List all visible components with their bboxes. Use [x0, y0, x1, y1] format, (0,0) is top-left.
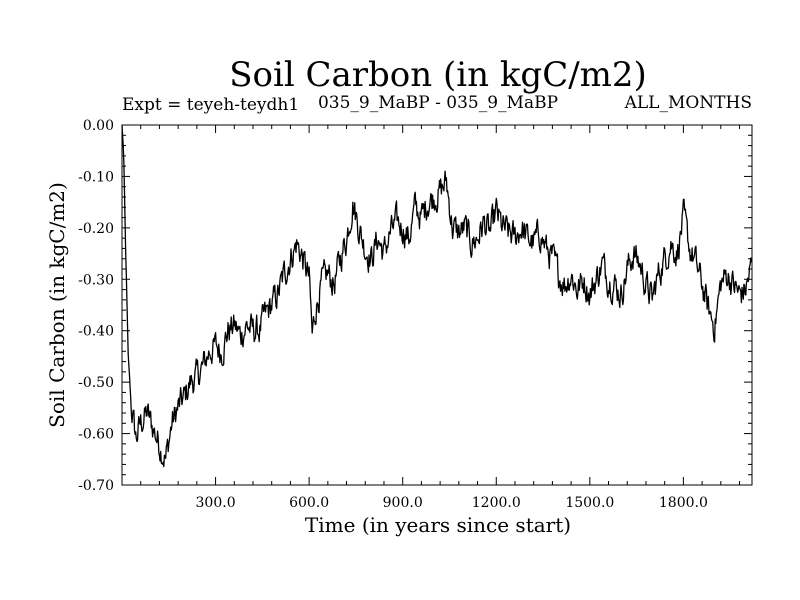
y-tick-label: -0.20	[78, 221, 114, 237]
x-tick-label: 300.0	[196, 495, 236, 511]
y-tick-label: -0.50	[78, 375, 114, 391]
y-tick-label: -0.70	[78, 478, 114, 494]
x-axis-label: Time (in years since start)	[305, 513, 571, 537]
y-tick-label: -0.30	[78, 272, 114, 288]
x-tick-label: 600.0	[289, 495, 329, 511]
period-label: 035_9_MaBP - 035_9_MaBP	[318, 93, 558, 113]
x-tick-label: 1500.0	[565, 495, 614, 511]
x-tick-label: 900.0	[383, 495, 423, 511]
soil-carbon-line	[121, 124, 753, 468]
x-tick-label: 1200.0	[472, 495, 521, 511]
chart-title: Soil Carbon (in kgC/m2)	[229, 55, 647, 95]
plot-frame	[121, 124, 753, 486]
x-axis: 300.0 600.0 900.0 1200.0 1500.0 1800.0	[140, 125, 741, 511]
months-label: ALL_MONTHS	[624, 93, 752, 113]
y-axis-label: Soil Carbon (in kgC/m2)	[45, 182, 69, 428]
experiment-label: Expt = teyeh-teydh1	[122, 95, 299, 115]
y-tick-label: -0.10	[78, 169, 114, 185]
y-tick-label: 0.00	[83, 118, 114, 134]
y-tick-label: -0.60	[78, 427, 114, 443]
y-tick-label: -0.40	[78, 324, 114, 340]
x-tick-label: 1800.0	[659, 495, 708, 511]
y-axis: 0.00 -0.10 -0.20 -0.30 -0.40 -0.50 -0.60 -0.70	[78, 118, 752, 494]
